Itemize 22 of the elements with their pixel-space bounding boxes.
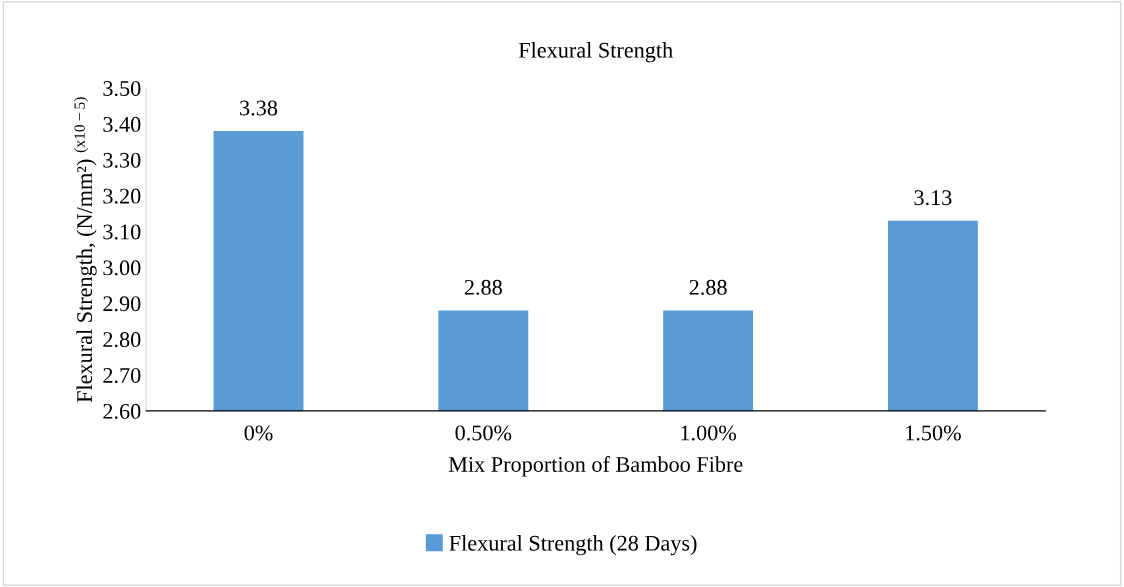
y-tick-label: 3.40 — [103, 116, 141, 132]
y-tick-label: 3.50 — [103, 80, 141, 97]
legend-label: Flexural Strength (28 Days) — [449, 535, 697, 556]
y-tick-label: 3.00 — [103, 260, 141, 276]
x-tick-label: 0% — [244, 425, 273, 441]
y-tick-label: 3.30 — [103, 152, 141, 168]
y-tick-label: 2.60 — [103, 403, 141, 419]
chart-title: Flexural Strength — [518, 42, 673, 63]
y-tick-label: 2.80 — [103, 332, 141, 348]
data-label: 3.38 — [240, 100, 278, 116]
y-tick-label: 2.90 — [103, 296, 141, 312]
y-axis-title: Flexural Strength, (N/mm²) $^{(x10−5)}$ — [73, 97, 97, 403]
x-tick-label: 1.00% — [681, 425, 737, 441]
y-tick-label: 2.70 — [103, 367, 141, 384]
x-tick-label: 0.50% — [455, 425, 512, 441]
data-label: 2.88 — [464, 279, 502, 295]
data-label: 2.88 — [689, 279, 727, 295]
x-axis-title: Mix Proportion of Bamboo Fibre — [448, 456, 743, 477]
x-tick-label: 1.50% — [906, 425, 961, 441]
y-tick-label: 3.20 — [103, 188, 141, 204]
y-tick-label: 3.10 — [103, 224, 141, 240]
data-label: 3.13 — [914, 190, 952, 206]
